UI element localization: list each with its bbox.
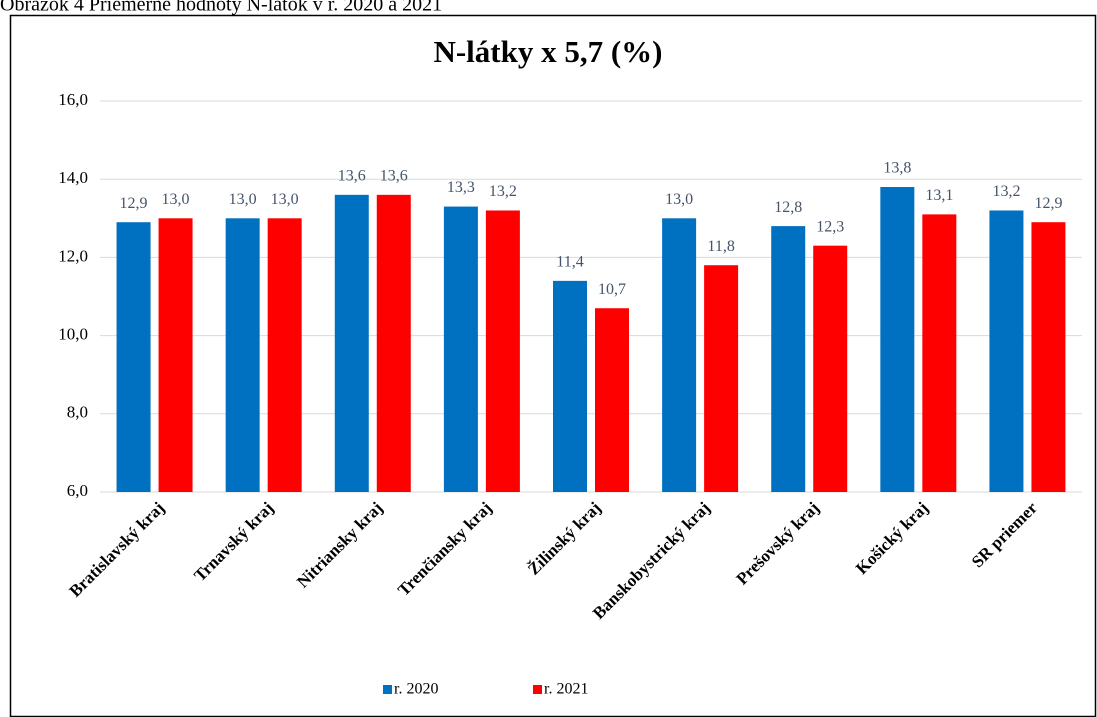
data-label: 13,8 [883,160,911,177]
bar [334,194,369,492]
data-label: 13,0 [162,191,190,208]
bar [485,210,520,493]
y-tick-label: 14,0 [58,168,88,187]
legend-swatch [383,685,392,694]
y-tick-label: 8,0 [67,403,88,422]
data-label: 11,8 [707,238,734,255]
data-label: 12,8 [774,199,802,216]
data-label: 10,7 [598,281,626,298]
data-label: 13,1 [925,187,953,204]
bar [704,265,739,492]
bar [662,218,697,493]
bar [771,226,806,492]
data-label: 13,0 [229,191,257,208]
legend-swatch [533,685,542,694]
bar [989,210,1024,493]
data-label: 13,2 [992,183,1020,200]
data-label: 13,6 [338,168,366,185]
data-label: 13,3 [447,179,475,196]
bar [158,218,193,493]
legend-label: r. 2020 [394,681,438,698]
data-label: 13,6 [380,168,408,185]
data-label: 12,9 [1034,195,1062,212]
data-label: 12,9 [120,195,148,212]
bar [922,214,957,492]
data-label: 13,0 [665,191,693,208]
data-label: 13,2 [489,183,517,200]
bar [880,187,915,492]
bar [376,194,411,492]
bar [595,308,629,492]
y-tick-label: 16,0 [58,90,88,109]
y-tick-label: 12,0 [58,246,88,265]
bar [813,245,848,492]
legend-label: r. 2021 [544,681,588,698]
bar [225,218,260,493]
bar [1031,222,1066,492]
chart-title: N-látky x 5,7 (%) [433,34,662,69]
bar [267,218,302,493]
bar [443,206,478,492]
bar [116,222,151,492]
bar [553,280,587,492]
y-tick-label: 6,0 [67,481,88,500]
y-tick-label: 10,0 [58,325,88,344]
data-label: 12,3 [816,218,844,235]
data-label: 11,4 [556,254,583,271]
caption: Obrázok 4 Priemerné hodnoty N-látok v r.… [0,0,442,16]
data-label: 13,0 [271,191,299,208]
